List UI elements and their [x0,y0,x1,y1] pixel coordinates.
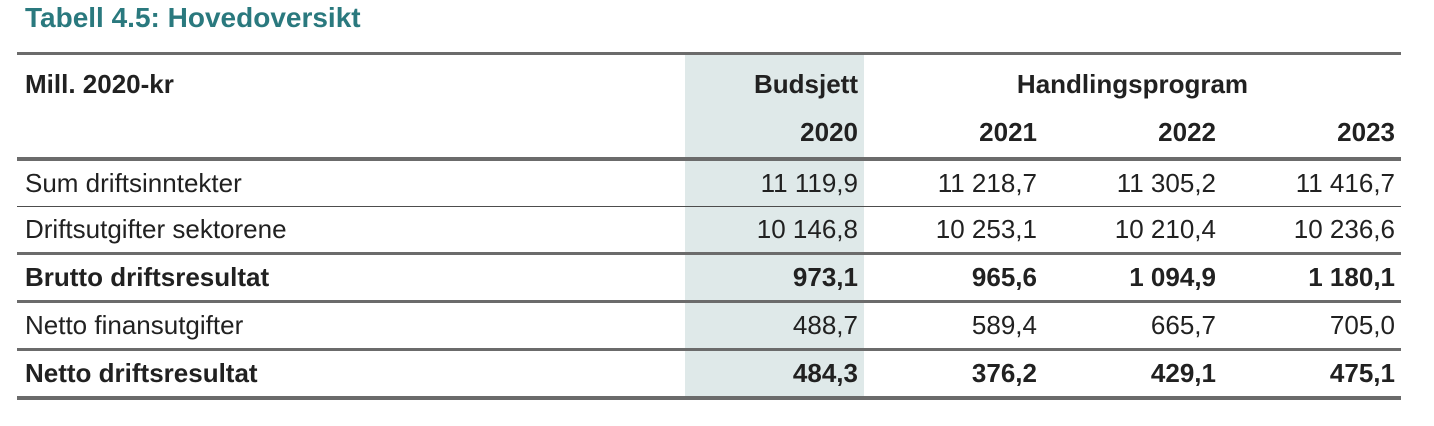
value-cell: 10 146,8 [685,206,864,255]
table-row-brutto-driftsresultat: Brutto driftsresultat 973,1 965,6 1 094,… [17,253,1401,303]
column-header-2021: 2021 [864,115,1043,161]
hovedoversikt-table: Mill. 2020-kr Budsjett Handlingsprogram … [17,52,1401,400]
row-label: Netto finansutgifter [17,301,685,351]
value-cell: 484,3 [685,349,864,400]
table-body: Sum driftsinntekter 11 119,9 11 218,7 11… [17,159,1401,400]
table-container: Mill. 2020-kr Budsjett Handlingsprogram … [17,52,1401,400]
value-cell: 973,1 [685,253,864,303]
value-cell: 1 180,1 [1222,253,1401,303]
table-row-driftsutgifter-sektorene: Driftsutgifter sektorene 10 146,8 10 253… [17,206,1401,255]
row-label: Driftsutgifter sektorene [17,206,685,255]
table-header: Mill. 2020-kr Budsjett Handlingsprogram … [17,53,1401,161]
table-row-sum-driftsinntekter: Sum driftsinntekter 11 119,9 11 218,7 11… [17,159,1401,207]
value-cell: 1 094,9 [1043,253,1222,303]
column-header-2022: 2022 [1043,115,1222,161]
header-row-groups: Mill. 2020-kr Budsjett Handlingsprogram [17,53,1401,161]
column-group-handlingsprogram: Handlingsprogram [1016,69,1249,99]
value-cell: 10 253,1 [864,206,1043,255]
value-cell: 10 236,6 [1222,206,1401,255]
row-label: Brutto driftsresultat [17,253,685,303]
header-row-years: 2020 2021 2022 2023 [17,115,1401,161]
value-cell: 965,6 [864,253,1043,303]
table-row-netto-driftsresultat: Netto driftsresultat 484,3 376,2 429,1 4… [17,349,1401,400]
table-row-netto-finansutgifter: Netto finansutgifter 488,7 589,4 665,7 7… [17,301,1401,351]
value-cell: 11 305,2 [1043,159,1222,207]
value-cell: 665,7 [1043,301,1222,351]
column-group-budsjett: Budsjett [685,53,864,115]
value-cell: 488,7 [685,301,864,351]
column-header-2023: 2023 [1222,115,1401,161]
value-cell: 376,2 [864,349,1043,400]
row-label: Sum driftsinntekter [17,159,685,207]
value-cell: 589,4 [864,301,1043,351]
row-label: Netto driftsresultat [17,349,685,400]
table-title: Tabell 4.5: Hovedoversikt [25,2,361,33]
value-cell: 429,1 [1043,349,1222,400]
value-cell: 11 416,7 [1222,159,1401,207]
unit-label: Mill. 2020-kr [17,53,685,161]
value-cell: 10 210,4 [1043,206,1222,255]
value-cell: 11 119,9 [685,159,864,207]
value-cell: 475,1 [1222,349,1401,400]
value-cell: 11 218,7 [864,159,1043,207]
column-header-2020: 2020 [685,115,864,161]
value-cell: 705,0 [1222,301,1401,351]
